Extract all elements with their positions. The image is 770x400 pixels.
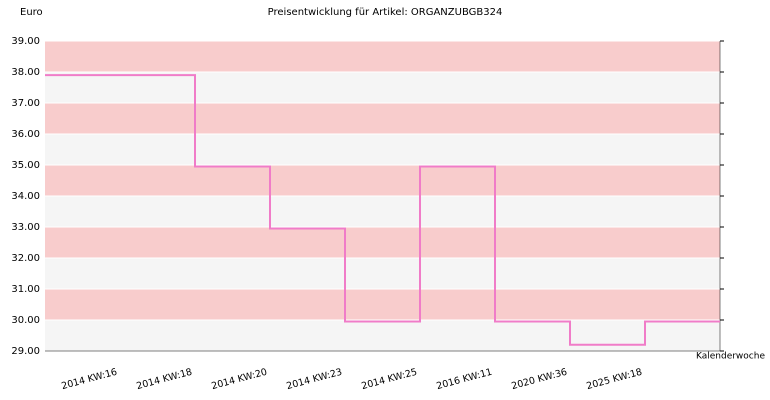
band (45, 227, 720, 258)
band (45, 41, 720, 72)
band (45, 134, 720, 165)
band (45, 103, 720, 134)
y-tick-label: 32.00 (11, 253, 40, 264)
y-tick-label: 39.00 (11, 36, 40, 47)
y-tick-label: 35.00 (11, 160, 40, 171)
x-tick-label: 2014 KW:23 (285, 367, 343, 392)
x-tick-label: 2014 KW:20 (210, 367, 268, 392)
y-tick-label: 38.00 (11, 67, 40, 78)
y-tick-label: 34.00 (11, 191, 40, 202)
x-tick-label: 2014 KW:16 (60, 367, 118, 392)
x-tick-label: 2014 KW:18 (135, 367, 193, 392)
band (45, 165, 720, 196)
x-axis-label: Kalenderwoche (696, 352, 765, 362)
band (45, 72, 720, 103)
y-tick-label: 30.00 (11, 315, 40, 326)
y-tick-label: 29.00 (11, 346, 40, 357)
x-tick-label: 2014 KW:25 (360, 367, 418, 392)
y-axis-label: Euro (20, 7, 43, 18)
y-tick-label: 33.00 (11, 222, 40, 233)
x-tick-label: 2020 KW:36 (510, 367, 568, 392)
chart-title: Preisentwicklung für Artikel: ORGANZUBGB… (268, 7, 503, 18)
y-tick-label: 37.00 (11, 98, 40, 109)
band (45, 289, 720, 320)
band (45, 196, 720, 227)
y-tick-label: 36.00 (11, 129, 40, 140)
x-tick-label: 2025 KW:18 (585, 367, 643, 392)
x-tick-label: 2016 KW:11 (435, 367, 493, 392)
y-tick-label: 31.00 (11, 284, 40, 295)
price-line (45, 74, 720, 346)
band (45, 258, 720, 289)
band (45, 320, 720, 351)
